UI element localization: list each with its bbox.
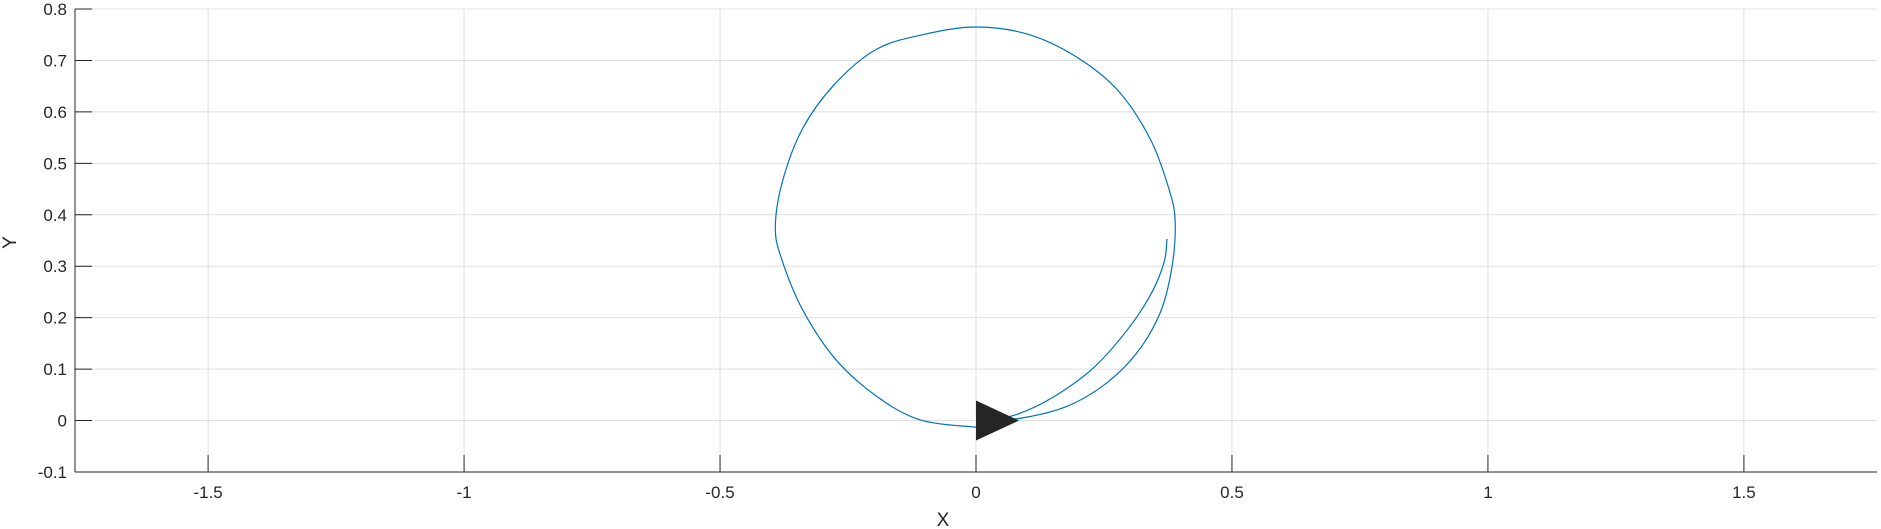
x-tick-label: 1: [1483, 483, 1492, 502]
y-tick-label: 0.1: [43, 360, 67, 379]
position-marker: [976, 400, 1019, 441]
data-layer: [774, 26, 1176, 441]
y-tick-label: 0.2: [43, 309, 67, 328]
x-tick-label: 0: [971, 483, 980, 502]
y-tick-label: 0.4: [43, 206, 67, 225]
y-tick-label: 0.6: [43, 103, 67, 122]
y-tick-label: 0.8: [43, 0, 67, 19]
trajectory-line-1: [774, 26, 1176, 428]
y-tick-label: 0.7: [43, 51, 67, 70]
x-tick-label: -1.5: [193, 483, 222, 502]
y-tick-label: -0.1: [38, 463, 67, 482]
y-tick-label: 0.3: [43, 257, 67, 276]
x-tick-label: 1.5: [1732, 483, 1756, 502]
y-tick-label: 0.5: [43, 154, 67, 173]
trajectory-line-2: [988, 238, 1168, 421]
grid-lines: [75, 8, 1877, 473]
y-tick-label: 0: [58, 412, 67, 431]
x-axis-label: X: [937, 510, 950, 529]
x-tick-label: -1: [457, 483, 472, 502]
x-tick-label: -0.5: [705, 483, 734, 502]
y-axis-label: Y: [0, 236, 21, 249]
x-tick-label: 0.5: [1220, 483, 1244, 502]
axes: -1.5 -1 -0.5 0 0.5 1 1.5 -0.1 0 0.1 0.2 0.3 0.4 0.5 0.…: [38, 0, 1877, 502]
